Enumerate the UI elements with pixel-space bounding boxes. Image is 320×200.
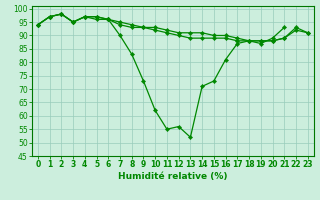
X-axis label: Humidité relative (%): Humidité relative (%): [118, 172, 228, 181]
